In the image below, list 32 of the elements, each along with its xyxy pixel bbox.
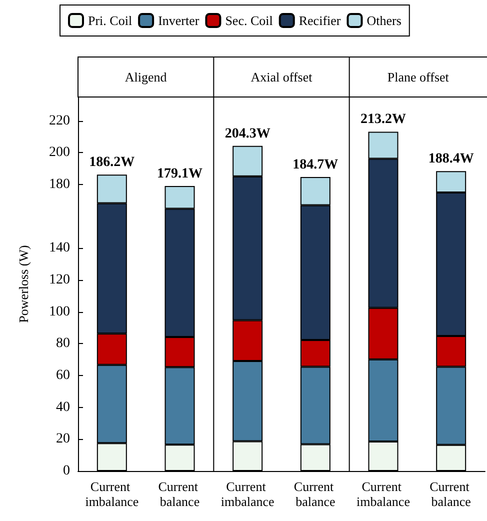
legend-label: Inverter: [158, 13, 200, 28]
total-label: 184.7W: [292, 158, 338, 173]
x-tick-label: Current imbalance: [356, 479, 410, 509]
y-axis-title: Powerloss (W): [16, 245, 31, 323]
legend-label: Sec. Coil: [225, 13, 274, 28]
total-label: 179.1W: [157, 166, 202, 182]
y-tick-label: 60: [56, 368, 70, 384]
y-tick-label: 20: [56, 432, 70, 447]
y-tick-label: 40: [56, 400, 70, 415]
y-tick-label: 220: [49, 113, 70, 128]
text: Aligend: [124, 70, 168, 84]
total-label: 188.4W: [428, 152, 474, 167]
total-label: 213.2W: [360, 112, 406, 128]
total-label: 204.3W: [224, 126, 270, 142]
text: Plane offset: [387, 70, 450, 84]
x-tick-label: Current imbalance: [85, 479, 139, 509]
legend-label: Recifier: [298, 13, 342, 28]
y-tick-label: 180: [49, 177, 70, 192]
x-tick-label: Current balance: [158, 479, 202, 509]
x-tick-label: Current balance: [294, 479, 337, 509]
y-tick-label: 0: [63, 464, 70, 478]
x-tick-label: Current balance: [430, 479, 473, 509]
y-tick-label: 140: [49, 240, 70, 256]
legend-label: Pri. Coil: [88, 13, 132, 28]
y-tick-label: 80: [56, 336, 70, 352]
x-tick-label: Current imbalance: [220, 479, 275, 509]
total-label: 186.2W: [89, 155, 135, 170]
legend-label: Others: [366, 13, 402, 28]
y-tick-label: 100: [49, 304, 70, 320]
text: Axial offset: [250, 70, 313, 84]
y-tick-label: 120: [49, 272, 70, 288]
y-tick-label: 200: [49, 145, 70, 160]
